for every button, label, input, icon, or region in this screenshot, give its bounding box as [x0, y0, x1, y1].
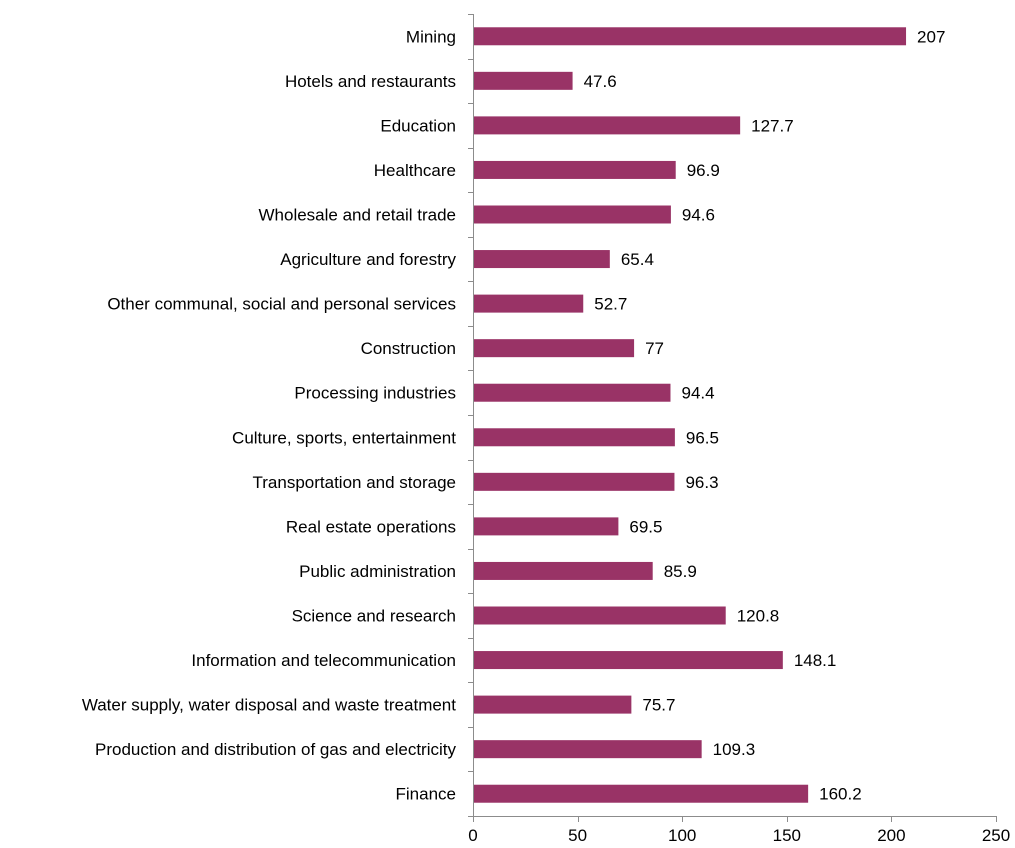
bar: [473, 428, 675, 447]
category-label: Public administration: [299, 562, 456, 581]
data-label: 160.2: [819, 785, 862, 804]
category-label: Production and distribution of gas and e…: [95, 740, 456, 759]
bar: [473, 740, 702, 759]
value-labels-layer: 207 47.6 127.7 96.9 94.6 65.4 52.7 77 94.4 96.5 96…: [584, 27, 946, 803]
bar: [473, 695, 632, 714]
category-label: Finance: [396, 785, 456, 804]
category-label: Mining: [406, 27, 456, 46]
axes-layer: [468, 14, 997, 822]
category-label: Agriculture and forestry: [280, 250, 456, 269]
data-label: 120.8: [737, 607, 780, 626]
category-label: Transportation and storage: [253, 473, 457, 492]
bar: [473, 561, 653, 580]
bar: [473, 383, 671, 402]
category-label: Wholesale and retail trade: [258, 206, 456, 225]
category-label: Science and research: [292, 607, 456, 626]
x-tick-label: 0: [468, 826, 477, 845]
data-label: 77: [645, 339, 664, 358]
bar: [473, 116, 741, 135]
tick-labels-layer: 0 50 100 150 200 250: [468, 826, 1010, 845]
data-label: 127.7: [751, 116, 794, 135]
data-label: 94.6: [682, 206, 715, 225]
x-tick-label: 100: [668, 826, 696, 845]
category-label: Healthcare: [374, 161, 456, 180]
category-label: Other communal, social and personal serv…: [107, 295, 456, 314]
bar: [473, 205, 671, 224]
data-label: 47.6: [584, 72, 617, 91]
data-label: 96.5: [686, 428, 719, 447]
bar: [473, 27, 907, 46]
bar: [473, 339, 635, 358]
data-label: 65.4: [621, 250, 654, 269]
x-tick-label: 200: [877, 826, 905, 845]
bar: [473, 71, 573, 90]
x-tick-label: 250: [982, 826, 1010, 845]
bar: [473, 160, 676, 179]
bar: [473, 651, 783, 670]
bar: [473, 250, 610, 269]
category-label: Real estate operations: [286, 517, 456, 536]
category-label: Processing industries: [294, 384, 456, 403]
data-label: 69.5: [629, 517, 662, 536]
data-label: 148.1: [794, 651, 837, 670]
category-labels-layer: Mining Hotels and restaurants Education Hea…: [82, 27, 457, 803]
category-label: Culture, sports, entertainment: [232, 428, 456, 447]
bar: [473, 606, 726, 625]
x-tick-label: 150: [773, 826, 801, 845]
category-label: Water supply, water disposal and waste t…: [82, 696, 456, 715]
data-label: 85.9: [664, 562, 697, 581]
data-label: 52.7: [594, 295, 627, 314]
data-label: 96.9: [687, 161, 720, 180]
x-tick-label: 50: [568, 826, 587, 845]
data-label: 75.7: [642, 696, 675, 715]
bar: [473, 517, 619, 536]
data-label: 207: [917, 27, 945, 46]
bar: [473, 472, 675, 491]
category-label: Education: [380, 116, 456, 135]
data-label: 109.3: [713, 740, 756, 759]
category-label: Construction: [361, 339, 456, 358]
bars-layer: [473, 27, 907, 803]
data-label: 94.4: [681, 384, 714, 403]
category-label: Hotels and restaurants: [285, 72, 456, 91]
category-label: Information and telecommunication: [191, 651, 456, 670]
bar: [473, 294, 584, 313]
bar: [473, 784, 809, 803]
data-label: 96.3: [685, 473, 718, 492]
